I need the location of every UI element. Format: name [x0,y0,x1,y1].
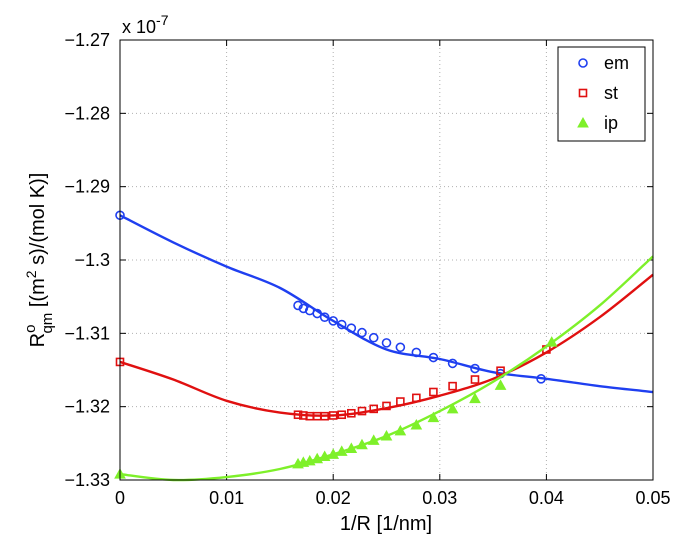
data-point-em [470,363,480,374]
data-point-em [447,358,458,369]
data-point-st [357,406,367,416]
data-point-ip [469,392,481,404]
data-point-ip [318,450,331,462]
y-axis-label: Roqm [(m2 s)/(mol K)] [22,173,56,348]
legend-label-em: em [604,53,629,73]
data-point-st [369,404,379,414]
x-tick-label: 0.05 [635,488,670,508]
data-point-st [382,401,391,411]
data-point-st [347,408,356,418]
legend-marker-em [578,58,588,68]
data-point-st [496,366,505,376]
series-group [114,210,654,482]
data-point-em [381,338,392,348]
y-tick-label: −1.28 [64,103,110,123]
data-point-st [396,397,405,406]
legend-label-st: st [604,83,618,103]
series-st [115,273,654,421]
data-point-em [298,303,309,314]
data-point-ip [380,429,393,441]
data-point-em [395,342,406,353]
data-point-em [536,373,546,384]
legend-box [557,46,646,142]
y-tick-label: −1.33 [64,470,110,490]
x-tick-label: 0.04 [529,488,564,508]
data-point-ip [327,448,340,459]
data-point-ip [345,442,358,453]
legend-marker-ip [577,116,589,128]
x-tick-label: 0.03 [422,488,457,508]
data-point-st [429,387,438,397]
exponent-power: -7 [156,12,169,28]
exponent-label: x 10-7 [122,12,169,37]
data-point-ip [367,434,380,445]
data-point-em [336,319,347,330]
data-point-em [357,327,367,338]
y-tick-label: −1.31 [64,323,110,343]
data-point-ip [410,418,423,430]
data-point-ip [545,336,558,347]
x-tick-label: 0.02 [316,488,351,508]
data-point-em [312,308,323,319]
y-tick-label: −1.3 [74,250,110,270]
ticks: 0 0.01 0.02 0.03 0.04 0.05 −1.33 −1.32 −1.31 −1.3… [64,30,670,508]
data-point-em [428,352,439,363]
series-line-st [119,273,654,417]
y-tick-label: −1.27 [64,30,110,50]
data-point-st [320,411,329,421]
series-em [115,210,654,394]
series-ip [114,255,654,482]
legend-label-ip: ip [604,113,618,133]
data-point-em [328,316,339,326]
series-line-em [119,214,654,394]
data-point-st [448,381,457,391]
y-tick-label: −1.32 [64,397,110,417]
data-point-ip [394,424,407,436]
x-tick-label: 0 [115,488,125,508]
data-point-em [411,347,422,358]
x-tick-label: 0.01 [209,488,244,508]
y-tick-label: −1.29 [64,177,110,197]
data-point-st [412,393,421,403]
legend: em st ip [557,46,646,142]
data-point-ip [427,411,440,423]
data-point-st [337,410,347,420]
legend-marker-st [578,88,588,98]
data-point-em [346,323,357,334]
data-point-ip [494,379,507,390]
data-point-em [319,312,330,323]
data-point-st [470,375,480,384]
plot-frame [119,39,654,481]
data-point-ip [335,445,348,456]
data-point-st [293,410,303,420]
data-point-st [328,411,338,420]
data-point-ip [446,402,459,414]
data-point-em [293,300,303,311]
data-point-em [368,332,379,343]
data-point-ip [356,438,368,450]
x-axis-label: 1/R [1/nm] [340,513,432,535]
